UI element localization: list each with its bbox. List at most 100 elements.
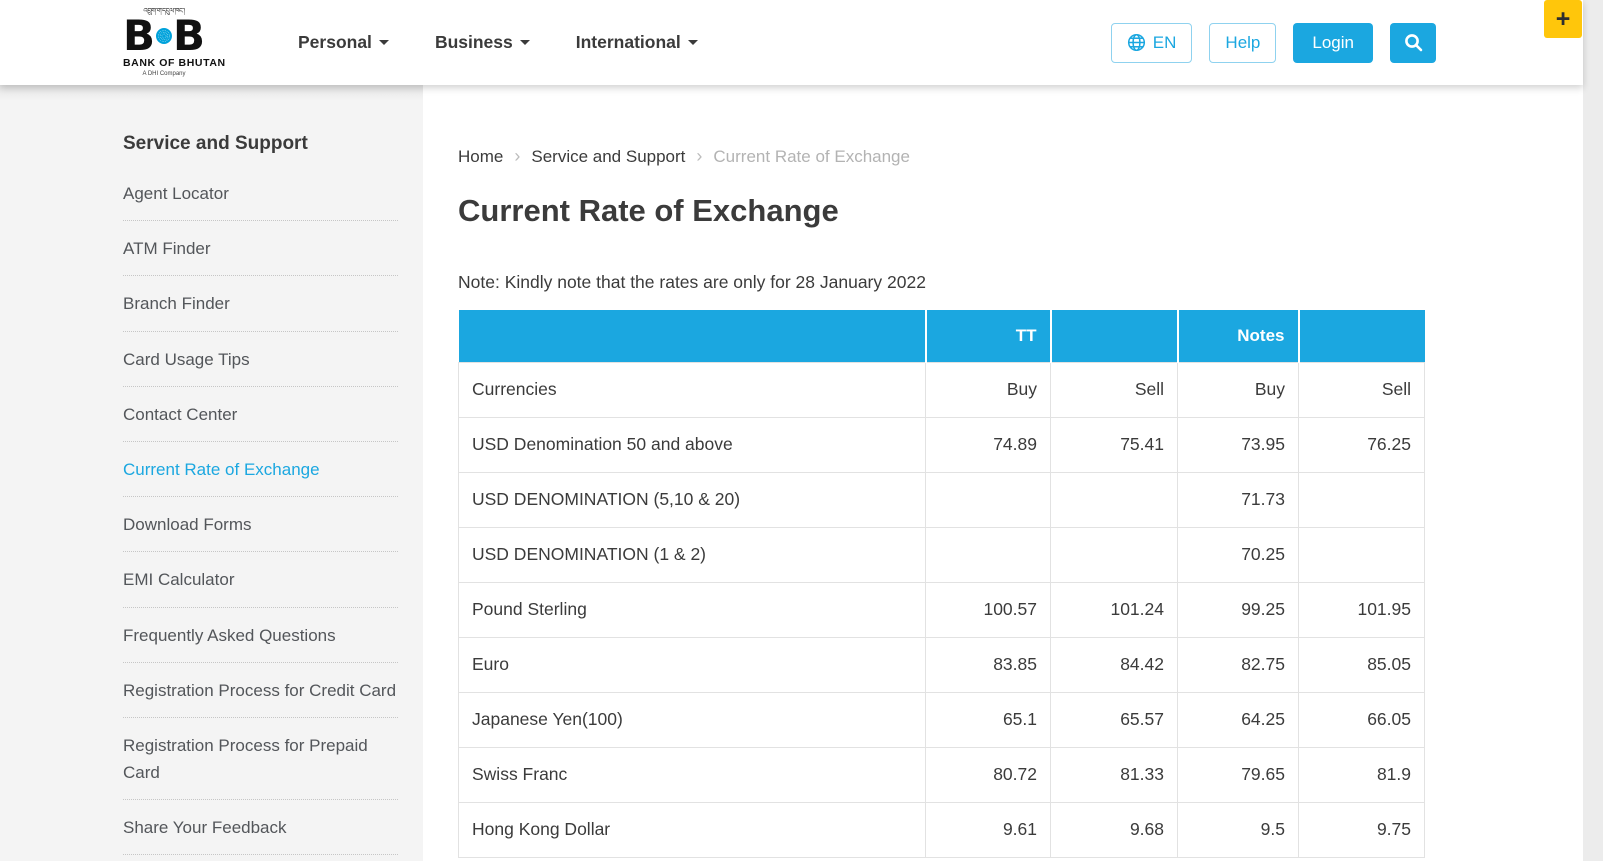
tt-buy-value (925, 471, 1051, 528)
col-header-tt-buy: Buy (925, 361, 1051, 418)
logo-dzongkha-text: འབྲུག་གི་དངུལ་ཁང་། (143, 7, 185, 15)
chevron-down-icon (519, 40, 530, 45)
group-header-tt: TT (924, 310, 1051, 362)
notes-buy-value: 64.25 (1177, 691, 1299, 748)
sidebar-item-registration-credit-card[interactable]: Registration Process for Credit Card (123, 663, 398, 718)
rates-date-note: Note: Kindly note that the rates are onl… (458, 272, 926, 292)
sidebar-item-branch-finder[interactable]: Branch Finder (123, 276, 398, 332)
tt-buy-value: 9.61 (925, 801, 1051, 858)
notes-sell-value: 9.75 (1298, 801, 1425, 858)
logo-letter-b-left: B (123, 10, 156, 60)
sidebar-item-current-rate-of-exchange[interactable]: Current Rate of Exchange (123, 442, 398, 498)
bank-logo[interactable]: འབྲུག་གི་དངུལ་ཁང་། B B BANK OF BHUTAN A … (123, 7, 226, 78)
page-title: Current Rate of Exchange (458, 193, 839, 228)
logo-blue-circle-icon (156, 27, 172, 44)
table-column-header-row: Currencies Buy Sell Buy Sell (458, 361, 1425, 418)
group-header-empty (1297, 310, 1425, 362)
tt-sell-value: 9.68 (1050, 801, 1178, 858)
table-row: Swiss Franc 80.72 81.33 79.65 81.9 (458, 746, 1425, 803)
tt-buy-value: 65.1 (925, 691, 1051, 748)
login-button[interactable]: Login (1293, 22, 1373, 63)
search-button[interactable] (1390, 22, 1436, 63)
notes-buy-value: 9.5 (1177, 801, 1299, 858)
search-icon (1404, 34, 1422, 52)
notes-buy-value: 79.65 (1177, 746, 1299, 803)
language-button[interactable]: EN (1110, 22, 1193, 63)
exchange-rates-table: TT Notes Currencies Buy Sell Buy Sell US… (458, 310, 1425, 858)
notes-sell-value (1298, 526, 1425, 583)
currency-name: USD Denomination 50 and above (458, 416, 926, 473)
sidebar-item-share-your-feedback[interactable]: Share Your Feedback (123, 800, 398, 856)
globe-icon (1127, 33, 1145, 52)
breadcrumb-home[interactable]: Home (458, 146, 504, 166)
nav-item-business[interactable]: Business (435, 32, 530, 53)
table-row: Pound Sterling 100.57 101.24 99.25 101.9… (458, 581, 1425, 638)
group-header-empty (1049, 310, 1178, 362)
currency-name: Japanese Yen(100) (458, 691, 926, 748)
table-row: Japanese Yen(100) 65.1 65.57 64.25 66.05 (458, 691, 1425, 748)
notes-sell-value (1298, 471, 1425, 528)
nav-item-international[interactable]: International (576, 32, 698, 53)
logo-letter-b-right: B (172, 10, 205, 60)
header-actions: EN Help Login (1110, 22, 1436, 63)
language-label: EN (1152, 32, 1177, 52)
nav-item-personal-label: Personal (298, 32, 372, 52)
tt-sell-value: 101.24 (1050, 581, 1178, 638)
table-row: USD DENOMINATION (5,10 & 20) 71.73 (458, 471, 1425, 528)
nav-item-personal[interactable]: Personal (298, 32, 389, 53)
notes-sell-value: 81.9 (1298, 746, 1425, 803)
notes-buy-value: 73.95 (1177, 416, 1299, 473)
notes-buy-value: 70.25 (1177, 526, 1299, 583)
help-button[interactable]: Help (1209, 22, 1277, 63)
site-header: འབྲུག་གི་དངུལ་ཁང་། B B BANK OF BHUTAN A … (0, 0, 1583, 85)
table-row: USD DENOMINATION (1 & 2) 70.25 (458, 526, 1425, 583)
currency-name: Euro (458, 636, 926, 693)
sidebar-item-card-usage-tips[interactable]: Card Usage Tips (123, 332, 398, 387)
sidebar-item-faq[interactable]: Frequently Asked Questions (123, 608, 398, 663)
logo-bank-name: BANK OF BHUTAN (123, 56, 226, 69)
notes-sell-value: 66.05 (1298, 691, 1425, 748)
sidebar-item-download-forms[interactable]: Download Forms (123, 497, 398, 553)
sidebar-item-registration-prepaid-card[interactable]: Registration Process for Prepaid Card (123, 718, 398, 801)
table-row: Hong Kong Dollar 9.61 9.68 9.5 9.75 (458, 801, 1425, 858)
notes-buy-value: 71.73 (1177, 471, 1299, 528)
table-row: USD Denomination 50 and above 74.89 75.4… (458, 416, 1425, 473)
col-header-currencies: Currencies (458, 361, 926, 418)
logo-tagline: A DHI Company (142, 71, 186, 78)
col-header-tt-sell: Sell (1050, 361, 1178, 418)
group-header-empty (458, 310, 926, 362)
sidebar-item-agent-locator[interactable]: Agent Locator (123, 166, 398, 222)
group-header-notes: Notes (1176, 310, 1299, 362)
currency-name: USD DENOMINATION (1 & 2) (458, 526, 926, 583)
tt-buy-value: 74.89 (925, 416, 1051, 473)
notes-sell-value: 101.95 (1298, 581, 1425, 638)
sidebar-item-contact-center[interactable]: Contact Center (123, 387, 398, 442)
table-row: Euro 83.85 84.42 82.75 85.05 (458, 636, 1425, 693)
tt-buy-value: 80.72 (925, 746, 1051, 803)
tt-buy-value (925, 526, 1051, 583)
accessibility-plus-button[interactable]: + (1544, 0, 1582, 38)
col-header-notes-buy: Buy (1177, 361, 1299, 418)
main-content: Home › Service and Support › Current Rat… (423, 85, 1583, 861)
currency-name: USD DENOMINATION (5,10 & 20) (458, 471, 926, 528)
notes-buy-value: 99.25 (1177, 581, 1299, 638)
tt-sell-value: 81.33 (1050, 746, 1178, 803)
tt-buy-value: 83.85 (925, 636, 1051, 693)
nav-item-international-label: International (575, 32, 681, 52)
chevron-right-icon: › (514, 146, 521, 166)
table-group-header-row: TT Notes (458, 310, 1425, 362)
breadcrumb-service-and-support[interactable]: Service and Support (531, 146, 686, 166)
sidebar-item-emi-calculator[interactable]: EMI Calculator (123, 552, 398, 608)
notes-buy-value: 82.75 (1177, 636, 1299, 693)
help-label: Help (1225, 32, 1261, 52)
notes-sell-value: 76.25 (1298, 416, 1425, 473)
chevron-down-icon (687, 40, 698, 45)
breadcrumb-current-page: Current Rate of Exchange (713, 146, 910, 166)
tt-buy-value: 100.57 (925, 581, 1051, 638)
chevron-down-icon (378, 40, 389, 45)
currency-name: Hong Kong Dollar (458, 801, 926, 858)
plus-icon: + (1555, 4, 1571, 33)
sidebar-item-atm-finder[interactable]: ATM Finder (123, 221, 398, 277)
nav-item-business-label: Business (434, 32, 513, 52)
tt-sell-value (1050, 471, 1178, 528)
